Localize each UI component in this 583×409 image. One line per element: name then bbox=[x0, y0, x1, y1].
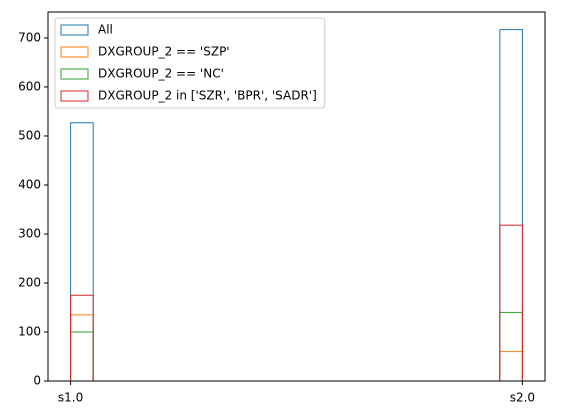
y-tick-label: 0 bbox=[33, 374, 41, 388]
histogram-bar bbox=[70, 331, 94, 382]
legend-swatch bbox=[60, 24, 89, 36]
histogram-bar bbox=[499, 224, 523, 382]
y-tick-label: 400 bbox=[18, 177, 41, 191]
y-tick-label: 600 bbox=[18, 79, 41, 93]
y-tick-label: 700 bbox=[18, 30, 41, 44]
histogram-bar bbox=[70, 294, 94, 382]
y-tick-label: 300 bbox=[18, 226, 41, 240]
legend-swatch bbox=[60, 68, 89, 80]
legend-label: DXGROUP_2 == 'SZP' bbox=[98, 45, 230, 59]
histogram-bar bbox=[499, 351, 523, 382]
plot-frame bbox=[47, 11, 546, 382]
x-tick-label: s2.0 bbox=[510, 391, 535, 405]
legend: All DXGROUP_2 == 'SZP' DXGROUP_2 == 'NC' DX… bbox=[54, 17, 326, 109]
y-tick-label: 500 bbox=[18, 128, 41, 142]
histogram-bar bbox=[499, 29, 523, 382]
legend-label: DXGROUP_2 in ['SZR', 'BPR', 'SADR'] bbox=[98, 89, 317, 103]
legend-label: All bbox=[98, 23, 113, 37]
legend-label: DXGROUP_2 == 'NC' bbox=[98, 67, 224, 81]
legend-box bbox=[54, 17, 326, 109]
x-tick-label: s1.0 bbox=[58, 391, 83, 405]
y-tick-label: 100 bbox=[18, 324, 41, 338]
histogram-bar bbox=[70, 314, 94, 382]
legend-swatch bbox=[60, 46, 89, 58]
legend-swatch bbox=[60, 90, 89, 102]
y-tick-label: 200 bbox=[18, 275, 41, 289]
histogram-bar bbox=[70, 122, 94, 382]
histogram-bar bbox=[499, 311, 523, 382]
